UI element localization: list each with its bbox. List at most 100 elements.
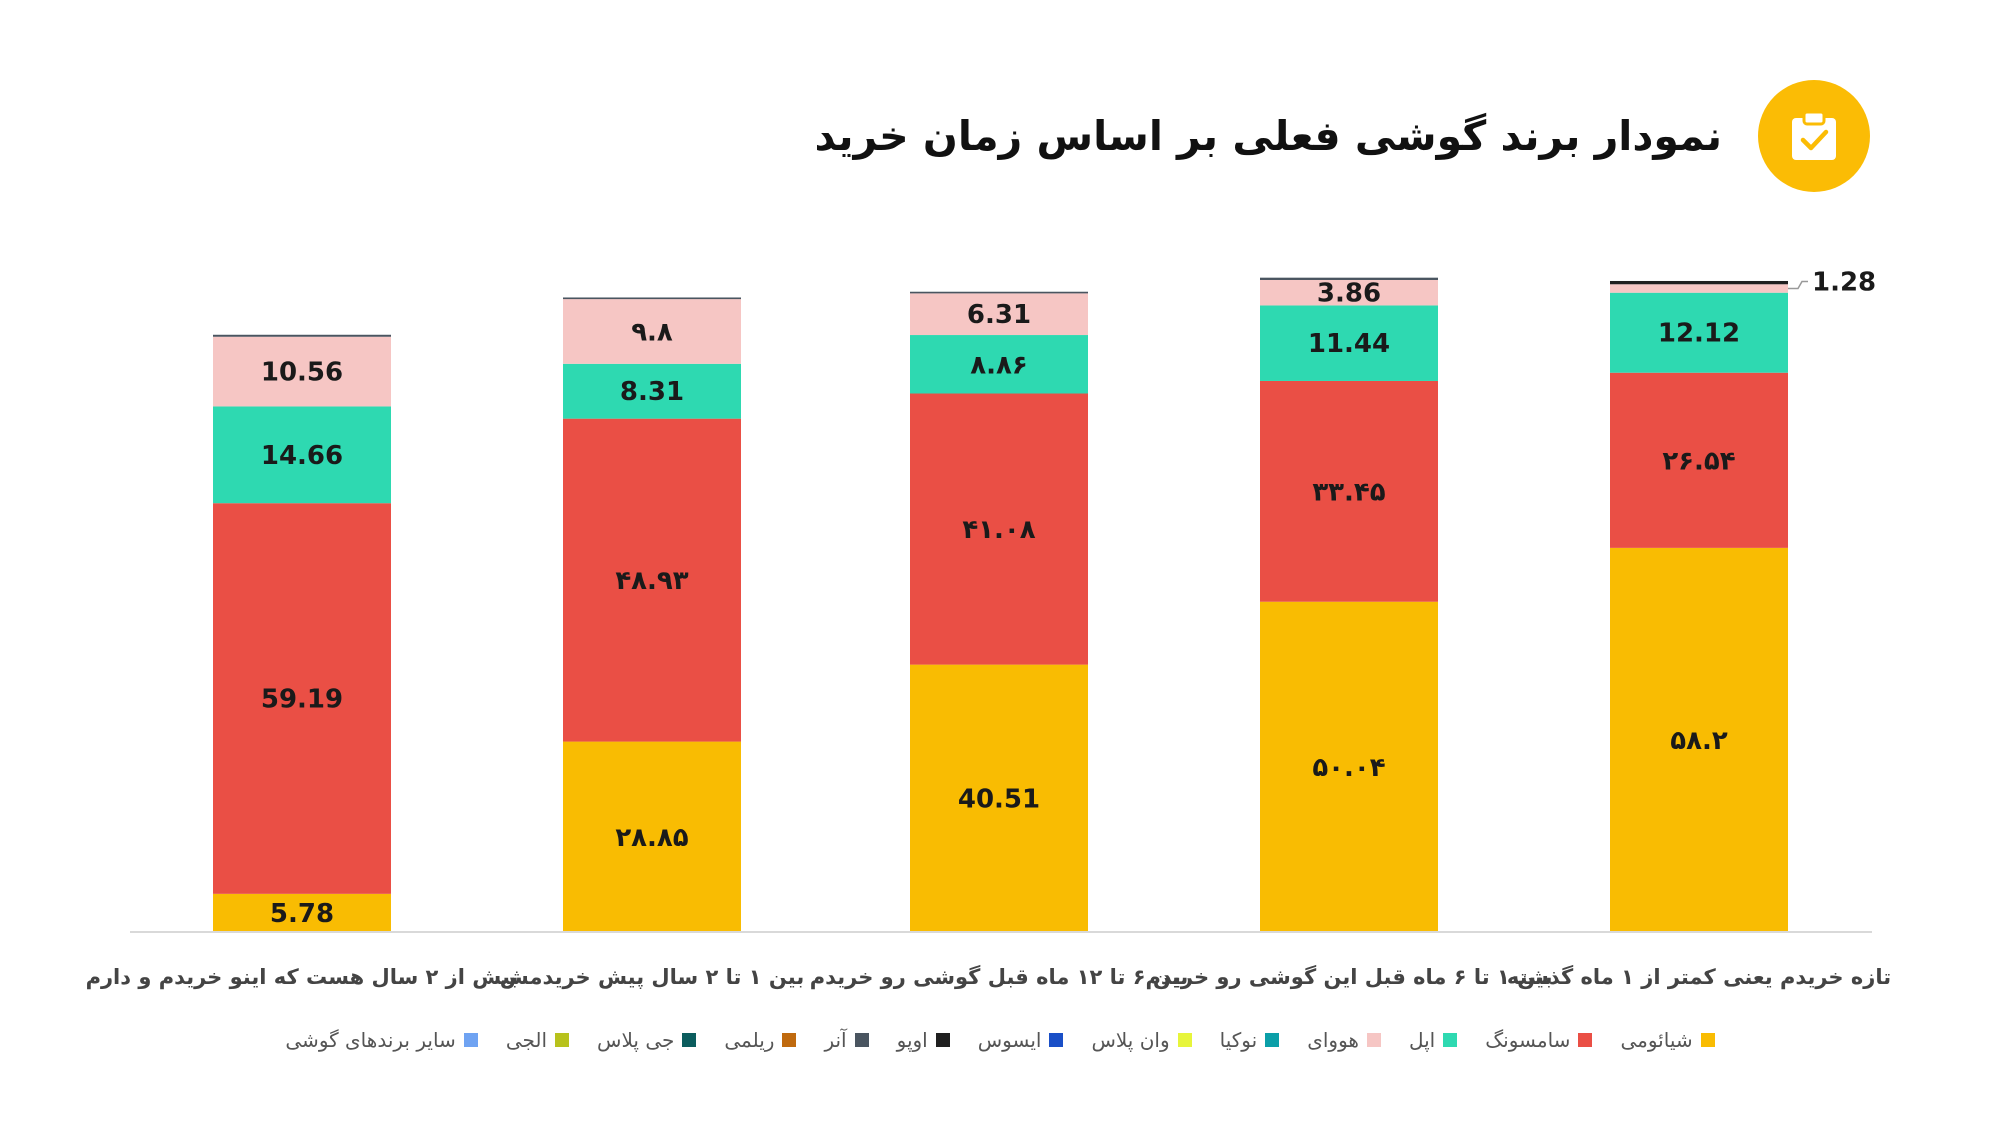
segment-value-label: ۹.۸ xyxy=(631,317,673,347)
category-label: بیش از ۲ سال هست که اینو خریدم و دارم xyxy=(86,965,519,989)
legend-swatch xyxy=(1700,1033,1715,1047)
legend-label: الجی xyxy=(505,1028,548,1052)
legend-item: نوکیا xyxy=(1220,1028,1280,1052)
bar-segment xyxy=(213,893,391,932)
bar-segment xyxy=(910,291,1088,294)
legend-item: سامسونگ xyxy=(1485,1028,1593,1052)
bar-segment xyxy=(1260,380,1438,602)
bar-segment xyxy=(213,336,391,407)
legend-label: هووای xyxy=(1307,1028,1359,1052)
legend-item: شیائومی xyxy=(1620,1028,1715,1052)
bar-segment xyxy=(910,664,1088,932)
segment-value-label: 11.44 xyxy=(1308,329,1390,359)
bar-segment xyxy=(1610,372,1788,548)
legend-swatch xyxy=(1443,1033,1458,1047)
bar-segment xyxy=(213,334,391,337)
legend-item: ریلمی xyxy=(724,1028,797,1052)
segment-value-label: ۴۱.۰۸ xyxy=(962,515,1035,545)
bar-segment xyxy=(563,741,741,932)
bar-segment xyxy=(1260,277,1438,280)
segment-value-label: ۵۸.۲ xyxy=(1670,726,1728,756)
bar-segment xyxy=(1260,601,1438,932)
segment-labels-group: ۵۸.۲ ۲۶.۵۴ 12.12 ۵۰.۰۴ ۳۳.۴۵ 11.44 3.86 40.51 ۴۱… xyxy=(261,279,1740,929)
header-badge xyxy=(1758,80,1870,192)
legend: شیائومی سامسونگ اپل هووای نوکیا وان پلاس ایسوس… xyxy=(0,1028,2000,1052)
legend-swatch xyxy=(1177,1033,1192,1047)
legend-swatch xyxy=(1049,1033,1064,1047)
segment-value-label: ۲۸.۸۵ xyxy=(615,823,688,853)
legend-label: سامسونگ xyxy=(1485,1028,1571,1052)
bar-segment xyxy=(1260,305,1438,381)
legend-swatch xyxy=(682,1033,697,1047)
bar-segment xyxy=(563,418,741,742)
callout-value-label: 1.28 xyxy=(1812,268,1876,298)
legend-item: اپل xyxy=(1408,1028,1458,1052)
legend-item: سایر برندهای گوشی xyxy=(285,1028,478,1052)
legend-label: اوپو xyxy=(896,1028,928,1052)
legend-swatch xyxy=(463,1033,478,1047)
legend-item: اوپو xyxy=(897,1028,950,1052)
bar-segment xyxy=(1610,284,1788,293)
clipboard-check-icon xyxy=(1792,110,1836,160)
bar-segment xyxy=(563,299,741,364)
bar-segment xyxy=(1260,279,1438,306)
segment-value-label: ۳۳.۴۵ xyxy=(1312,477,1385,507)
legend-item: جی پلاس xyxy=(597,1028,697,1052)
legend-label: ایسوس xyxy=(977,1028,1042,1052)
bar-segment xyxy=(563,297,741,300)
segment-value-label: 59.19 xyxy=(261,685,343,715)
segment-value-label: 12.12 xyxy=(1658,319,1740,349)
legend-label: آنر xyxy=(824,1028,847,1052)
segment-value-label: ۵۰.۰۴ xyxy=(1312,753,1385,783)
bar-segment xyxy=(910,393,1088,665)
legend-label: اپل xyxy=(1408,1028,1436,1052)
bar-segment xyxy=(1610,280,1788,285)
category-label: تازه خریدم یعنی کمتر از ۱ ماه گذشته xyxy=(1507,964,1891,989)
legend-swatch xyxy=(782,1033,797,1047)
callout-leader-line xyxy=(1788,280,1808,290)
segment-value-label: ۸.۸۶ xyxy=(970,350,1027,380)
legend-item: الجی xyxy=(505,1028,570,1052)
legend-swatch xyxy=(1578,1033,1593,1047)
bar-segment xyxy=(213,503,391,894)
bars-group xyxy=(213,277,1788,932)
bar-segment xyxy=(910,293,1088,336)
legend-label: سایر برندهای گوشی xyxy=(285,1028,456,1052)
bar-segment xyxy=(213,406,391,504)
category-label: بین ۱ تا ۶ ماه قبل این گوشی رو خریدم xyxy=(1146,964,1553,989)
legend-item: آنر xyxy=(824,1028,869,1052)
callout-group: 1.28 xyxy=(1788,268,1876,298)
chart-title: نمودار برند گوشی فعلی بر اساس زمان خرید xyxy=(814,112,1723,160)
category-label: بین ۶ تا ۱۲ ماه قبل گوشی رو خریدم xyxy=(810,964,1188,989)
segment-value-label: 14.66 xyxy=(261,441,343,471)
legend-label: شیائومی xyxy=(1620,1028,1693,1052)
bar-segment xyxy=(910,335,1088,394)
segment-value-label: 5.78 xyxy=(270,899,334,929)
legend-item: وان پلاس xyxy=(1091,1028,1192,1052)
segment-value-label: 6.31 xyxy=(967,300,1031,330)
bar-segment xyxy=(1610,547,1788,932)
segment-value-label: 8.31 xyxy=(620,377,684,407)
segment-value-label: ۲۶.۵۴ xyxy=(1662,446,1735,476)
legend-label: ریلمی xyxy=(724,1028,775,1052)
legend-swatch xyxy=(555,1033,570,1047)
legend-label: جی پلاس xyxy=(597,1028,675,1052)
segment-value-label: 3.86 xyxy=(1317,279,1381,309)
segment-value-label: 10.56 xyxy=(261,358,343,388)
bar-segment xyxy=(563,363,741,419)
bar-segment xyxy=(1610,292,1788,373)
category-label: بین ۱ تا ۲ سال پیش خریدمش xyxy=(500,965,804,989)
legend-label: نوکیا xyxy=(1219,1028,1258,1052)
chart-header: نمودار برند گوشی فعلی بر اساس زمان خرید xyxy=(814,80,1870,192)
legend-item: هووای xyxy=(1307,1028,1381,1052)
legend-item: ایسوس xyxy=(978,1028,1064,1052)
legend-swatch xyxy=(854,1033,869,1047)
legend-label: وان پلاس xyxy=(1091,1028,1170,1052)
legend-swatch xyxy=(1265,1033,1280,1047)
segment-value-label: 40.51 xyxy=(958,784,1040,814)
segment-value-label: ۴۸.۹۳ xyxy=(615,566,688,596)
legend-swatch xyxy=(935,1033,950,1047)
legend-swatch xyxy=(1366,1033,1381,1047)
